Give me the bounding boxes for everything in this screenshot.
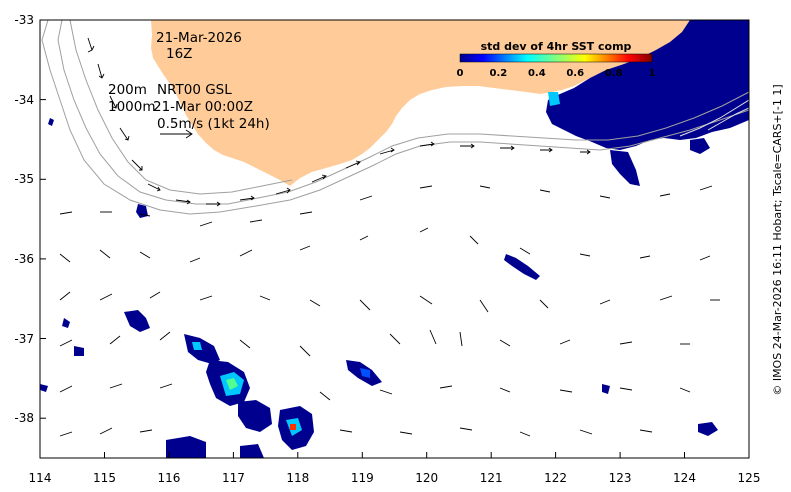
x-tick-label: 120 [415, 471, 438, 485]
colorbar-tick: 1 [649, 68, 656, 79]
sst-patches [40, 20, 749, 458]
y-tick-label: -33 [14, 13, 34, 27]
plot-frame [39, 19, 750, 459]
depth-top-label: 200m [108, 82, 147, 98]
x-tick-label: 124 [673, 471, 696, 485]
hour-label: 16Z [166, 46, 192, 62]
colorbar-tick: 0 [457, 68, 464, 79]
x-axis [39, 452, 750, 458]
colorbar-tick: 0.8 [605, 68, 623, 79]
sst-hotspots [192, 92, 560, 436]
colorbar-gradient [459, 53, 653, 63]
y-axis [40, 19, 46, 419]
x-tick-label: 122 [544, 471, 567, 485]
velocity-arrows [59, 37, 720, 437]
x-tick-label: 125 [738, 471, 761, 485]
y-tick-label: -36 [14, 252, 34, 266]
product-label: NRT00 GSL [157, 82, 232, 98]
x-tick-label: 116 [157, 471, 180, 485]
y-tick-label: -38 [14, 411, 34, 425]
x-tick-label: 115 [93, 471, 116, 485]
y-tick-labels: -33 -34 -35 -36 -37 -38 [14, 13, 34, 425]
y-tick-label: -35 [14, 172, 34, 186]
bathymetry-contours [41, 20, 749, 215]
x-tick-label: 118 [286, 471, 309, 485]
annotations: 21-Mar-2026 16Z 200m NRT00 GSL 1000m 21-… [108, 30, 270, 132]
x-tick-label: 123 [609, 471, 632, 485]
x-tick-label: 114 [29, 471, 52, 485]
x-tick-label: 117 [222, 471, 245, 485]
x-tick-labels: 114 115 116 117 118 119 120 121 122 123 … [29, 471, 761, 485]
velocity-time-label: 21-Mar 00:00Z [153, 99, 253, 115]
credit-text: © IMOS 24-Mar-2026 16:11 Hobart; Tscale=… [771, 84, 784, 395]
x-tick-label: 121 [480, 471, 503, 485]
y-tick-label: -34 [14, 93, 34, 107]
colorbar-tick: 0.6 [566, 68, 584, 79]
scale-label: 0.5m/s (1kt 24h) [157, 116, 270, 132]
y-tick-label: -37 [14, 332, 34, 346]
x-tick-label: 119 [351, 471, 374, 485]
colorbar-tick: 0.4 [528, 68, 546, 79]
colorbar: std dev of 4hr SST comp 0 0.2 0.4 0.6 0.… [457, 40, 656, 79]
depth-bottom-label: 1000m [108, 99, 156, 115]
scale-arrow [160, 129, 193, 139]
colorbar-tick: 0.2 [490, 68, 508, 79]
date-label: 21-Mar-2026 [156, 30, 242, 46]
colorbar-title: std dev of 4hr SST comp [481, 40, 632, 53]
